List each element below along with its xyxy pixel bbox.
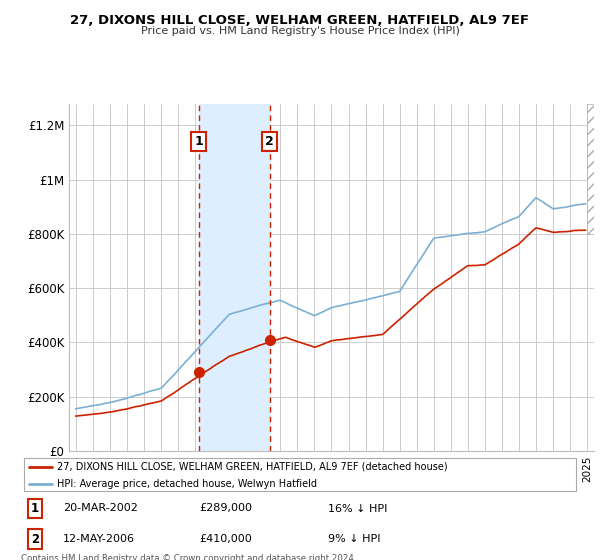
Text: 2: 2: [31, 533, 39, 546]
Text: 16% ↓ HPI: 16% ↓ HPI: [328, 503, 387, 514]
Text: 1: 1: [31, 502, 39, 515]
Text: 2: 2: [265, 135, 274, 148]
Text: Contains HM Land Registry data © Crown copyright and database right 2024.
This d: Contains HM Land Registry data © Crown c…: [21, 554, 356, 560]
Text: 27, DIXONS HILL CLOSE, WELHAM GREEN, HATFIELD, AL9 7EF: 27, DIXONS HILL CLOSE, WELHAM GREEN, HAT…: [71, 14, 530, 27]
Text: HPI: Average price, detached house, Welwyn Hatfield: HPI: Average price, detached house, Welw…: [57, 479, 317, 489]
Bar: [199, 104, 269, 451]
Text: Price paid vs. HM Land Registry's House Price Index (HPI): Price paid vs. HM Land Registry's House …: [140, 26, 460, 36]
Text: 20-MAR-2002: 20-MAR-2002: [63, 503, 138, 514]
FancyBboxPatch shape: [24, 458, 576, 491]
Text: £410,000: £410,000: [200, 534, 253, 544]
Text: 12-MAY-2006: 12-MAY-2006: [63, 534, 135, 544]
Text: 27, DIXONS HILL CLOSE, WELHAM GREEN, HATFIELD, AL9 7EF (detached house): 27, DIXONS HILL CLOSE, WELHAM GREEN, HAT…: [57, 461, 448, 472]
Polygon shape: [587, 104, 594, 234]
Text: £289,000: £289,000: [200, 503, 253, 514]
Text: 1: 1: [194, 135, 203, 148]
Text: 9% ↓ HPI: 9% ↓ HPI: [328, 534, 380, 544]
